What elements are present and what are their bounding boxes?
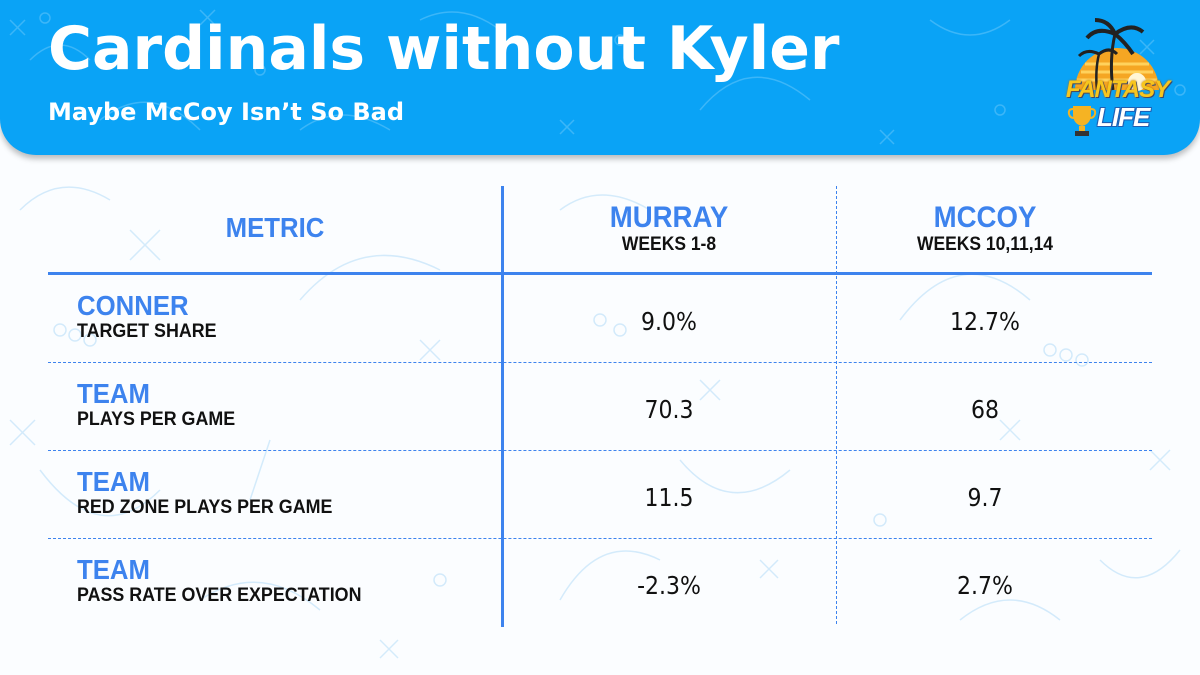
cell-mccoy: 2.7% [957,571,1013,600]
cell-murray: -2.3% [637,571,701,600]
row-category: TEAM [77,378,150,409]
row-divider [48,450,1152,451]
table-row-label: TEAM PASS RATE OVER EXPECTATION [77,556,380,608]
page-title: Cardinals without Kyler [48,14,840,84]
trophy-icon [1067,106,1097,136]
row-category: TEAM [77,466,150,497]
cell-mccoy: 68 [971,395,999,424]
row-category: TEAM [77,554,150,585]
page-subtitle: Maybe McCoy Isn’t So Bad [48,98,405,126]
column-header-murray: MURRAY WEEKS 1-8 [502,202,836,256]
table-row-label: CONNER TARGET SHARE [77,292,225,344]
row-divider [48,538,1152,539]
logo-fantasy-text: FANTASY [1065,76,1170,103]
column-header-sub: WEEKS 10,11,14 [916,234,1054,255]
column-header-metric: METRIC [225,212,325,243]
column-header-name: MURRAY [609,201,729,234]
cell-murray: 70.3 [644,395,694,424]
row-metric: RED ZONE PLAYS PER GAME [77,497,333,518]
cell-mccoy: 9.7 [967,483,1003,512]
column-header-name: MCCOY [933,201,1037,234]
cell-mccoy: 12.7% [950,307,1020,336]
column-header-mccoy: MCCOY WEEKS 10,11,14 [818,202,1152,256]
cell-murray: 9.0% [641,307,697,336]
header-divider [48,272,1152,275]
table-row-label: TEAM PLAYS PER GAME [77,380,245,432]
palm-sunset-icon [1075,18,1159,91]
row-metric: PASS RATE OVER EXPECTATION [77,585,362,606]
header-banner: Cardinals without Kyler Maybe McCoy Isn’… [0,0,1200,155]
row-metric: TARGET SHARE [77,321,217,342]
column-divider-dashed [836,186,837,624]
header-playbook-pattern [9,9,1186,145]
column-divider-solid [501,186,504,627]
fantasy-life-logo: FANTASY LIFE [1055,12,1180,142]
logo-life-text: LIFE [1097,102,1150,132]
column-header-sub: WEEKS 1-8 [621,234,717,255]
cell-murray: 11.5 [644,483,694,512]
table-row-label: TEAM RED ZONE PLAYS PER GAME [77,468,349,520]
row-metric: PLAYS PER GAME [77,409,236,430]
row-category: CONNER [77,290,189,321]
row-divider [48,362,1152,363]
